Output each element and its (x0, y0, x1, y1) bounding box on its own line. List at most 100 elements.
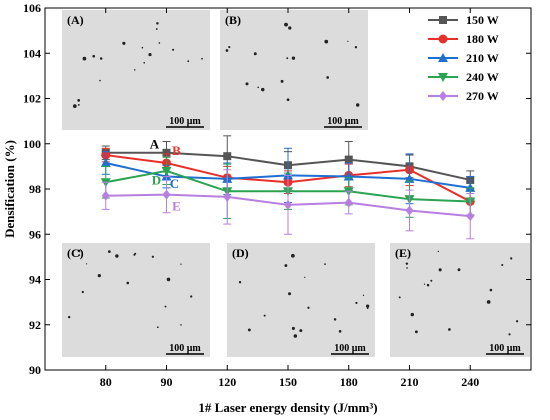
pore (501, 264, 504, 267)
pore (78, 254, 81, 256)
legend-item: 210 W (428, 51, 499, 65)
annotation-c: C (170, 176, 179, 191)
pore (355, 301, 358, 305)
pore (190, 295, 193, 298)
y-axis-title: Densification (%) (2, 140, 17, 238)
data-point (438, 53, 448, 62)
micrograph-background (390, 243, 530, 357)
legend-label: 270 W (466, 89, 499, 103)
pore (77, 99, 81, 102)
pore (354, 46, 358, 49)
y-tick-label: 104 (23, 46, 41, 60)
x-tick-label: 150 (279, 375, 297, 389)
micrograph-tag: (A) (67, 13, 84, 27)
pore (158, 42, 161, 44)
pore (257, 86, 259, 89)
pore (333, 318, 337, 321)
pore (406, 267, 408, 269)
pore (284, 22, 288, 27)
y-tick-label: 96 (29, 227, 41, 241)
pore (115, 254, 119, 258)
x-tick-label: 80 (100, 375, 112, 389)
data-point (439, 16, 447, 24)
pore (122, 41, 126, 45)
pore (284, 264, 288, 268)
x-tick-label: 210 (401, 375, 419, 389)
point-annotations: A B CDE (150, 136, 181, 213)
pore (347, 40, 349, 43)
micrograph-c: (C) 100 μm (62, 243, 210, 357)
pore (291, 326, 295, 330)
pore (77, 249, 81, 253)
data-point (439, 91, 447, 101)
pore (148, 52, 152, 57)
micrograph-background (227, 243, 375, 357)
pore (180, 263, 182, 265)
pore (515, 320, 519, 323)
pore (438, 268, 442, 272)
annotation-e: E (172, 198, 181, 213)
pore (398, 296, 401, 299)
pore (280, 79, 284, 83)
pore (457, 268, 461, 272)
legend-item: 240 W (428, 70, 499, 84)
data-point (344, 197, 353, 208)
pore (430, 279, 433, 282)
micrograph-background (62, 10, 210, 130)
pore (489, 288, 493, 292)
pore (133, 69, 136, 71)
data-point (344, 155, 353, 164)
pore (324, 263, 326, 266)
pore (338, 330, 342, 333)
pore (107, 250, 111, 254)
pore (410, 312, 414, 317)
data-point (438, 34, 448, 44)
scale-bar-label: 100 μm (489, 343, 521, 354)
pore (164, 305, 167, 308)
pore (253, 52, 257, 56)
scale-bar-label: 100 μm (327, 116, 359, 127)
plot-frame: 90 92 94 96 98 100 102 104 106 80 90 120 150 180 210 24… (23, 1, 532, 389)
pore (293, 334, 298, 338)
y-tick-label: 100 (23, 137, 41, 151)
x-tick-label: 120 (218, 375, 236, 389)
data-point (161, 166, 172, 176)
pore (180, 324, 182, 326)
pore (201, 57, 203, 60)
data-point (223, 191, 232, 202)
pore (133, 253, 136, 256)
pore (291, 56, 296, 60)
pore (261, 87, 265, 92)
y-tick-label: 94 (29, 273, 41, 287)
pore (508, 333, 511, 336)
y-tick-label: 106 (23, 1, 41, 15)
pore (288, 26, 292, 30)
pore (92, 54, 96, 58)
data-point (466, 211, 475, 222)
pore (286, 57, 289, 60)
data-point (405, 205, 414, 216)
pore (362, 294, 365, 296)
micrograph-e: (E) 100 μm (390, 243, 530, 357)
pore (288, 292, 292, 296)
series-layer (100, 135, 476, 240)
pore (437, 250, 439, 253)
data-point (100, 157, 111, 167)
annotation-a: A (150, 136, 160, 151)
pore (365, 304, 370, 308)
pore (448, 328, 451, 331)
scale-bar-label: 100 μm (169, 116, 201, 127)
pore (263, 314, 266, 317)
legend-label: 150 W (466, 13, 499, 27)
pore (238, 281, 242, 284)
pore (99, 57, 103, 60)
series-270w (101, 169, 475, 240)
pore (187, 60, 190, 63)
pore (326, 76, 329, 79)
micrograph-background (220, 10, 368, 130)
x-axis-title: 1# Laser energy density (J/mm³) (198, 400, 377, 415)
pore (166, 277, 171, 282)
y-tick-label: 90 (29, 363, 41, 377)
pore (405, 262, 409, 265)
